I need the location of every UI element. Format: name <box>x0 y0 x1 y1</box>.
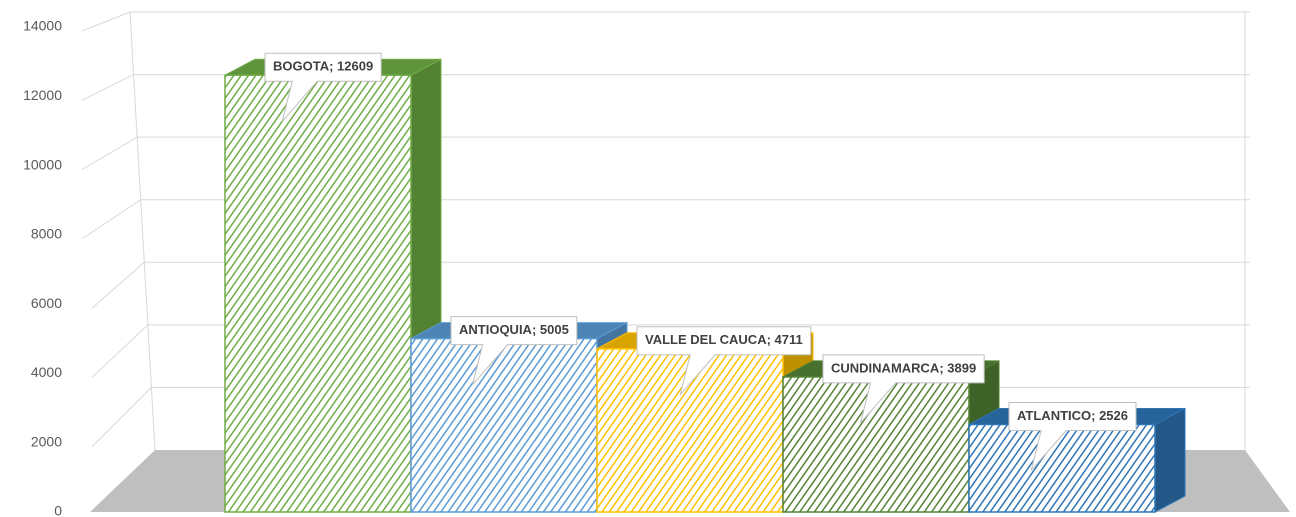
bar <box>410 321 628 513</box>
y-tick-label: 0 <box>54 503 62 517</box>
y-tick-label: 10000 <box>23 156 62 172</box>
y-tick-label: 6000 <box>31 295 62 311</box>
y-tick-label: 14000 <box>23 18 62 34</box>
data-label: BOGOTA; 12609 <box>273 59 373 74</box>
bar-side <box>1154 407 1186 513</box>
bar <box>224 58 442 513</box>
back-wall-edge <box>129 11 156 451</box>
data-label: ATLANTICO; 2526 <box>1017 408 1128 423</box>
data-label: VALLE DEL CAUCA; 4711 <box>645 332 803 347</box>
data-label: CUNDINAMARCA; 3899 <box>831 360 976 375</box>
bar-front <box>224 74 412 513</box>
bar-front <box>968 423 1156 513</box>
callout <box>636 326 812 396</box>
bar-front <box>410 337 598 513</box>
data-label: ANTIOQUIA; 5005 <box>459 322 569 337</box>
callout <box>264 52 382 122</box>
y-tick-label: 4000 <box>31 364 62 380</box>
y-tick-label: 8000 <box>31 226 62 242</box>
callout <box>450 316 578 385</box>
callout <box>822 354 985 424</box>
y-tick-label: 2000 <box>31 433 62 449</box>
callout <box>1008 401 1137 471</box>
grid-line <box>81 11 1250 32</box>
y-tick-label: 12000 <box>23 87 62 103</box>
